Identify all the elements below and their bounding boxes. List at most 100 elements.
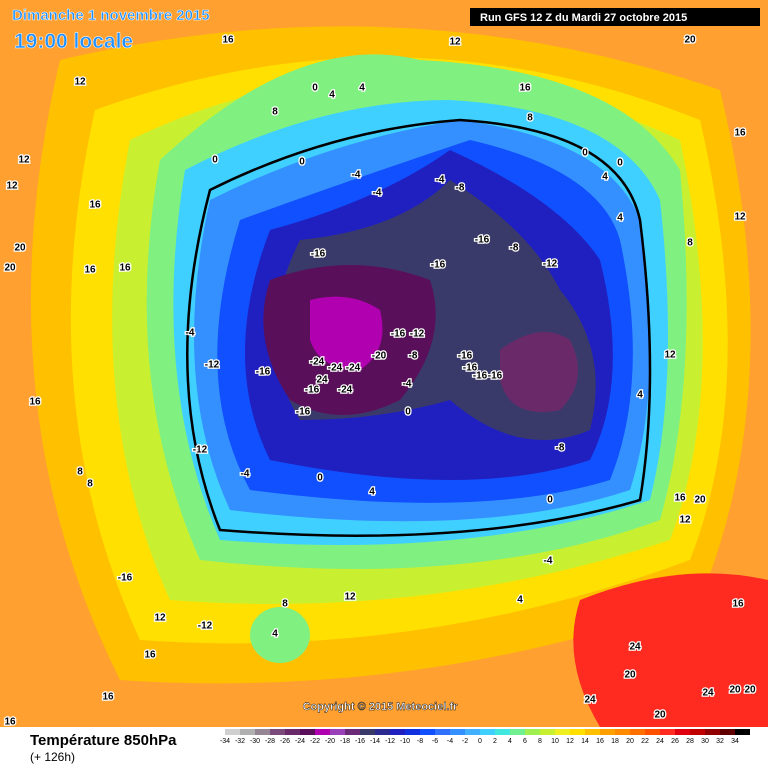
color-scale: -34 -32 -30 -28 -26 -24 -22 -20 -18 -16 -14 -12 -10-… [220,729,750,745]
scale-label: 2 [493,738,497,745]
contour-label: 8 [527,113,533,124]
contour-label: -16 [391,329,406,340]
contour-label: -4 [544,556,553,567]
contour-label: 12 [18,155,30,166]
scale-label: -24 [295,738,305,745]
contour-label: 20 [694,495,706,506]
contour-label: -16 [463,363,478,374]
contour-label: -16 [475,235,490,246]
contour-label: 16 [222,35,234,46]
contour-label: -16 [458,351,473,362]
lead-time: (+ 126h) [30,750,75,764]
scale-label: 4 [508,738,512,745]
scale-label: 30 [701,738,709,745]
contour-label: 16 [89,200,101,211]
contour-label: 24 [629,642,641,653]
contour-label: -4 [241,469,250,480]
copyright: Copyright © 2015 Meteociel.fr [303,701,459,713]
contour-label: -24 [346,363,361,374]
scale-swatch [315,729,330,735]
scale-label: 18 [611,738,619,745]
contour-label: 0 [299,157,305,168]
contour-label: 12 [74,77,86,88]
contour-label: -12 [193,445,208,456]
contour-label: 16 [519,83,531,94]
scale-label: 0 [478,738,482,745]
scale-swatch [390,729,405,735]
scale-label: -10 [400,738,410,745]
scale-swatch [435,729,450,735]
contour-label: -4 [373,188,382,199]
scale-label: -28 [265,738,275,745]
scale-label: -14 [370,738,380,745]
contour-label: 12 [664,350,676,361]
scale-label: -34 [220,738,230,745]
scale-label: 24 [656,738,664,745]
contour-label: -4 [186,328,195,339]
legend-title: Température 850hPa [30,732,177,749]
contour-label: -4 [352,170,361,181]
contour-label: 20 [654,710,666,721]
contour-label: 16 [674,493,686,504]
scale-swatch [585,729,600,735]
contour-label: 16 [84,265,96,276]
contour-label: -8 [456,183,465,194]
contour-label: 0 [317,473,323,484]
contour-label: 12 [449,37,461,48]
scale-swatch [375,729,390,735]
scale-swatch [510,729,525,735]
scale-swatch [555,729,570,735]
contour-label: 0 [547,495,553,506]
contour-label: 12 [679,515,691,526]
scale-label: -18 [340,738,350,745]
scale-swatch [615,729,630,735]
contour-label: -16 [118,573,133,584]
scale-swatch [540,729,555,735]
scale-label: 6 [523,738,527,745]
contour-label: 4 [359,83,365,94]
contour-label: 12 [154,613,166,624]
contour-label: 24 [702,688,714,699]
scale-swatch [300,729,315,735]
contour-label: -16 [256,367,271,378]
scale-swatch [255,729,270,735]
scale-swatch [450,729,465,735]
contour-label: 20 [729,685,741,696]
contour-label: 24 [584,695,596,706]
scale-swatch [705,729,720,735]
contour-label: -12 [543,259,558,270]
scale-label: -8 [417,738,423,745]
scale-label: -30 [250,738,260,745]
contour-label: -16 [296,407,311,418]
scale-swatch [720,729,735,735]
scale-label: 16 [596,738,604,745]
contour-label: 4 [602,172,608,183]
contour-label: 12 [734,212,746,223]
contour-label: 4 [617,213,623,224]
contour-label: -16 [311,249,326,260]
scale-swatch [225,729,240,735]
scale-swatch [330,729,345,735]
contour-label: 0 [312,83,318,94]
scale-swatch [690,729,705,735]
contour-label: -4 [436,175,445,186]
contour-label: 16 [732,599,744,610]
scale-label: 14 [581,738,589,745]
contour-label: 8 [687,238,693,249]
scale-swatch [240,729,255,735]
scale-label: 12 [566,738,574,745]
scale-swatch [360,729,375,735]
scale-label: -16 [355,738,365,745]
contour-label: 16 [144,650,156,661]
date-title: Dimanche 1 novembre 2015 [12,7,210,24]
scale-swatch [405,729,420,735]
contour-label: 4 [517,595,523,606]
scale-label: 8 [538,738,542,745]
scale-swatch [570,729,585,735]
scale-label: 34 [731,738,739,745]
temperature-field [0,0,768,727]
contour-label: 12 [6,181,18,192]
contour-label: -8 [409,351,418,362]
